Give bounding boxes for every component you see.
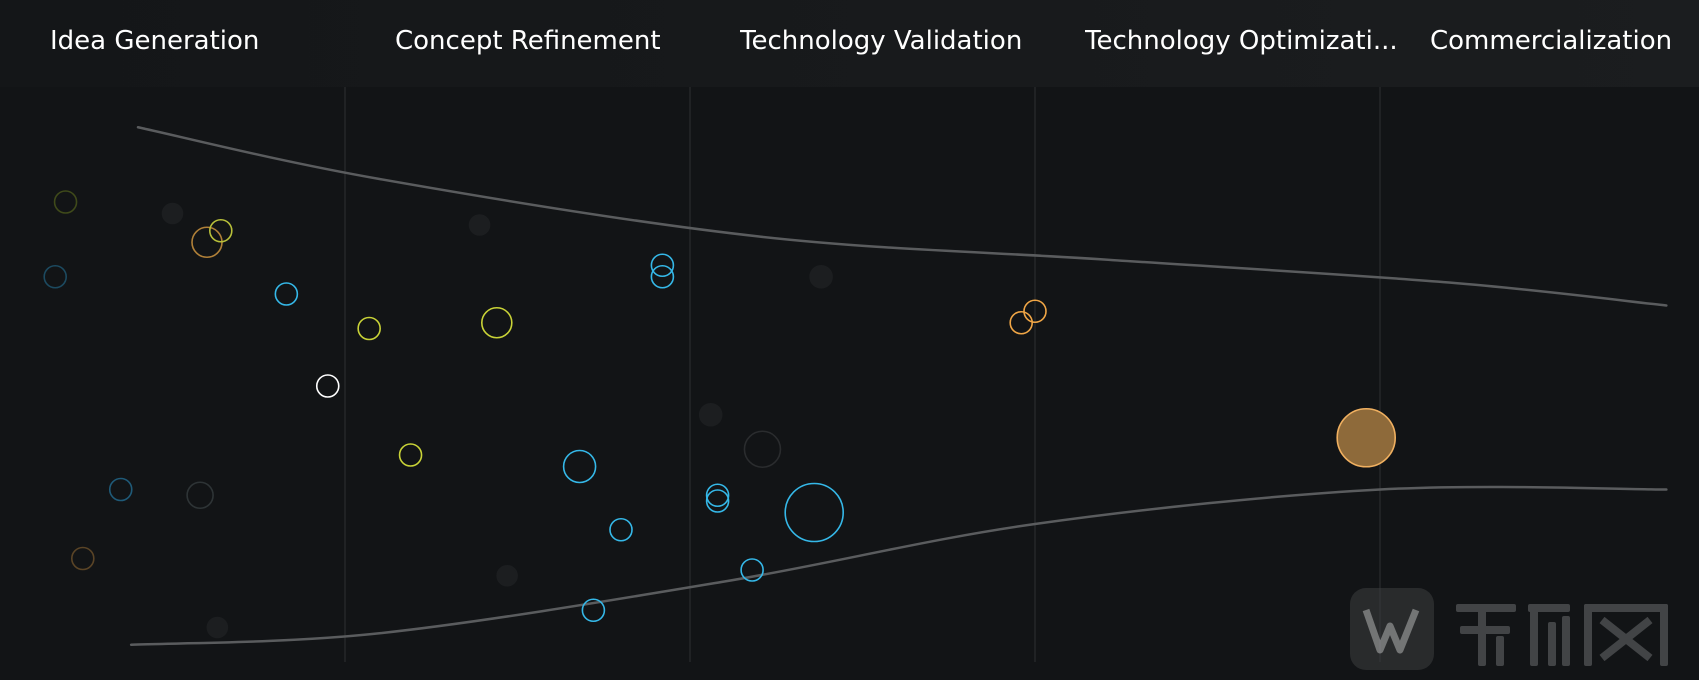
data-point-9[interactable] [186, 481, 214, 510]
data-point-24[interactable] [784, 482, 845, 543]
watermark-glyphs [1456, 604, 1668, 666]
data-point-15[interactable] [480, 306, 513, 339]
data-point-7[interactable] [398, 443, 423, 467]
data-point-13[interactable] [468, 214, 491, 236]
stage-label-commercialization: Commercialization [1430, 26, 1673, 56]
stage-label-technology-optimization: Technology Optimizati... [1085, 26, 1398, 56]
data-point-17[interactable] [650, 264, 675, 289]
data-point-26[interactable] [698, 402, 723, 427]
data-point-28[interactable] [1009, 310, 1034, 335]
data-point-5[interactable] [357, 316, 381, 341]
funnel-curves [129, 126, 1668, 646]
data-point-20[interactable] [581, 598, 606, 623]
data-point-14[interactable] [496, 564, 518, 587]
data-point-27[interactable] [809, 264, 833, 289]
data-point-12[interactable] [206, 616, 229, 639]
stage-label-concept-refinement: Concept Refinement [395, 26, 661, 56]
data-point-25[interactable] [743, 430, 782, 469]
data-point-21[interactable] [705, 483, 730, 508]
data-point-0[interactable] [53, 190, 78, 214]
data-point-30[interactable] [1336, 407, 1396, 468]
data-point-2[interactable] [191, 226, 223, 259]
watermark-logo-mark [1362, 608, 1420, 654]
data-point-3[interactable] [209, 218, 233, 243]
stage-label-technology-validation: Technology Validation [740, 26, 1023, 56]
funnel-lower-curve [129, 485, 1668, 646]
data-point-1[interactable] [43, 264, 68, 289]
data-point-18[interactable] [562, 449, 597, 484]
data-point-19[interactable] [609, 517, 633, 542]
stage-label-idea-generation: Idea Generation [50, 26, 260, 56]
funnel-upper-curve [136, 126, 1668, 307]
data-point-11[interactable] [161, 202, 184, 225]
data-points [43, 190, 1396, 639]
watermark-logo [1350, 588, 1668, 670]
watermark-logo-box [1350, 588, 1434, 670]
data-point-16[interactable] [650, 253, 675, 278]
stage-header: Idea Generation Concept Refinement Techn… [0, 0, 1699, 87]
data-point-23[interactable] [740, 558, 764, 582]
data-point-4[interactable] [274, 282, 299, 306]
data-point-8[interactable] [108, 477, 133, 502]
stage-dividers [344, 87, 1381, 662]
data-point-29[interactable] [1023, 299, 1047, 324]
data-point-22[interactable] [705, 489, 730, 513]
data-point-6[interactable] [315, 374, 340, 398]
data-point-10[interactable] [71, 546, 95, 571]
